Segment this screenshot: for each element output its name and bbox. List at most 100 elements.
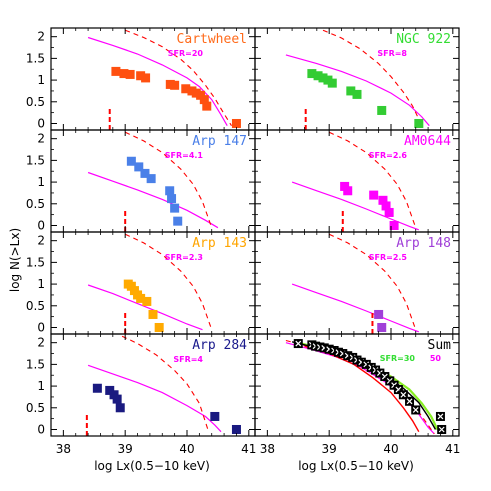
panel-plot-area (285, 339, 447, 435)
data-point (112, 394, 122, 404)
data-point (111, 66, 121, 76)
data-point (170, 203, 180, 213)
data-point (154, 322, 164, 332)
y-tick-label: 1.5 (26, 51, 45, 65)
panel-grid: 0 0.5 1 1.5 2 Cartwheel SFR=20 NGC 922 SFR=8 0 0.5… (26, 27, 460, 456)
data-point (231, 424, 241, 434)
data-point (202, 101, 212, 111)
panel-arp-147: 0 0.5 1 1.5 2 Arp 147 SFR=4.1 (26, 129, 256, 233)
x-tick-label: 39 (118, 442, 133, 456)
upper-dashed-curve (328, 233, 417, 330)
data-point (313, 71, 323, 81)
data-point (142, 296, 152, 306)
y-tick-label: 1.5 (26, 255, 45, 269)
data-point (148, 309, 158, 319)
y-tick-label: 1.5 (26, 357, 45, 371)
panel-title: Sum (428, 338, 452, 353)
panel-plot-area (87, 29, 241, 130)
y-tick-label: 0.5 (26, 197, 45, 211)
data-point (377, 322, 387, 332)
data-point (165, 186, 175, 196)
panel-plot-area (87, 131, 219, 232)
model-curve (87, 284, 203, 331)
panel-cartwheel: 0 0.5 1 1.5 2 Cartwheel SFR=20 (26, 27, 256, 131)
sfr-label: SFR=2.3 (165, 253, 203, 262)
panel-title: Cartwheel (177, 32, 247, 47)
sum-fit-red (304, 345, 420, 433)
data-point (199, 95, 209, 105)
sfr-label: SFR=8 (377, 49, 407, 58)
data-point (170, 80, 180, 90)
panel-title: NGC 922 (396, 32, 451, 47)
data-point (346, 86, 356, 96)
data-point (369, 190, 379, 200)
sfr-label: SFR=4.1 (165, 151, 204, 160)
panel-title: AM0644 (404, 134, 451, 149)
panel-title: Arp 284 (192, 338, 247, 353)
upper-dashed-curve (124, 29, 232, 126)
panel-plot-area (291, 131, 420, 232)
data-point (414, 118, 424, 128)
data-point-cross (406, 398, 413, 405)
y-tick-label: 2 (37, 234, 45, 248)
sfr-label: SFR=2.6 (369, 151, 408, 160)
sfr-label: SFR=30 (380, 354, 416, 363)
model-curve (291, 181, 420, 231)
y-tick-label: 1 (37, 175, 45, 189)
data-point-cross (295, 340, 302, 347)
upper-dashed-curve (322, 29, 423, 126)
panel-title: Arp 143 (192, 236, 247, 251)
data-point (374, 309, 384, 319)
data-point (231, 118, 241, 128)
data-point (352, 89, 362, 99)
data-point (318, 73, 328, 83)
x-tick-label: 41 (241, 442, 256, 456)
sfr-label-2: 50 (430, 354, 442, 363)
y-tick-label: 1 (37, 277, 45, 291)
data-point (126, 156, 136, 166)
y-tick-label: 1.5 (26, 153, 45, 167)
x-axis-label-right: log Lx(0.5−10 keV) (298, 459, 414, 473)
data-point (141, 73, 151, 83)
y-tick-label: 2 (37, 132, 45, 146)
data-point (381, 201, 391, 211)
data-point (210, 411, 220, 421)
x-tick-label: 41 (445, 442, 460, 456)
data-point (140, 168, 150, 178)
x-tick-label: 38 (56, 442, 71, 456)
upper-dashed-curve (121, 335, 210, 432)
sfr-label: SFR=20 (168, 49, 204, 58)
panel-plot-area (291, 233, 420, 334)
y-tick-label: 0 (37, 320, 45, 334)
data-point (136, 71, 146, 81)
sum-fit-green (298, 341, 439, 430)
panel-sum: 38 39 40 41 Sum SFR=30 50 (254, 333, 460, 456)
data-point (115, 403, 125, 413)
model-curve (87, 364, 222, 433)
panel-ngc-922: NGC 922 SFR=8 (254, 27, 460, 131)
y-tick-label: 0.5 (26, 401, 45, 415)
data-point-cross (437, 413, 444, 420)
y-tick-label: 0.5 (26, 299, 45, 313)
panel-title: Arp 147 (192, 134, 247, 149)
data-point (136, 293, 146, 303)
data-point-cross (438, 426, 445, 433)
upper-dashed-curve (285, 339, 435, 435)
panel-am0644: AM0644 SFR=2.6 (254, 129, 460, 233)
panel-arp-284: 0 0.5 1 1.5 2 38 39 40 41 Arp 284 SFR=4 (26, 333, 256, 456)
y-tick-label: 1 (37, 379, 45, 393)
data-point (307, 69, 317, 79)
data-point (384, 207, 394, 217)
sfr-label: SFR=4 (173, 355, 203, 364)
data-point (377, 105, 387, 115)
panel-title: Arp 148 (396, 236, 451, 251)
y-axis-label: log N(>Lx) (8, 228, 22, 292)
y-tick-label: 1 (37, 73, 45, 87)
upper-dashed-curve (328, 131, 417, 228)
model-curve (285, 342, 435, 435)
data-point (119, 69, 129, 79)
data-point (378, 195, 388, 205)
panel-arp-148: Arp 148 SFR=2.5 (254, 231, 460, 335)
y-tick-label: 0 (37, 218, 45, 232)
data-point (125, 69, 135, 79)
